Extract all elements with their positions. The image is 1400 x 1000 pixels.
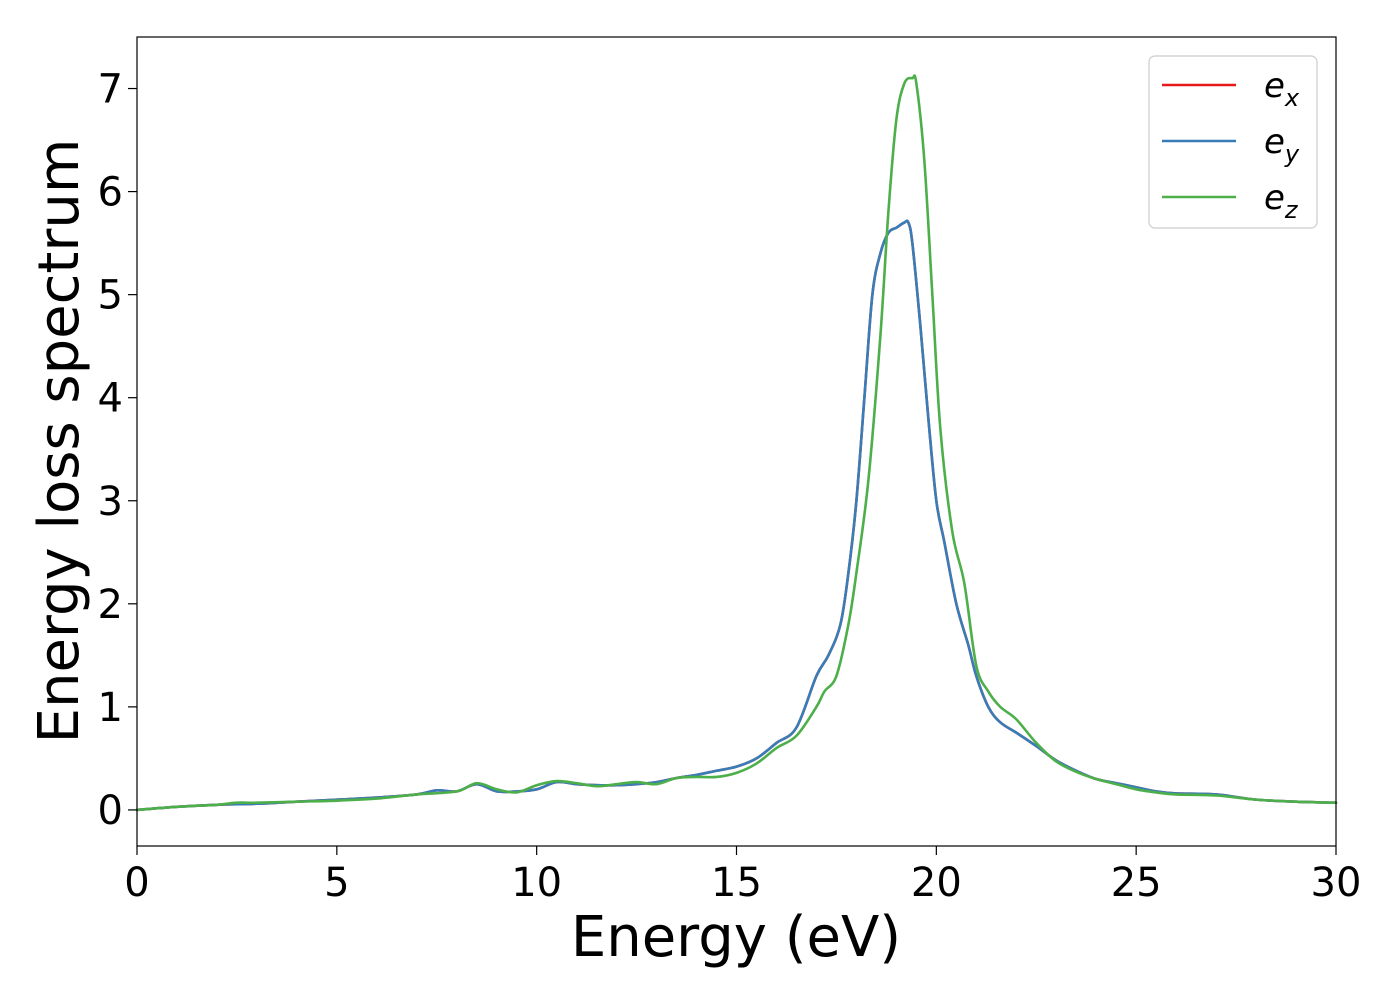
legend-label-e-y: ey [1264, 122, 1300, 168]
series-line-e-z [135, 74, 1338, 812]
x-tick-label: 20 [911, 860, 962, 906]
y-tick-label: 4 [98, 376, 123, 422]
y-tick-label: 5 [98, 273, 123, 319]
y-tick-label: 2 [98, 582, 123, 628]
legend-label-main: e [1264, 178, 1285, 218]
plot-background [137, 37, 1336, 846]
x-tick-label: 5 [324, 860, 349, 906]
x-tick-label: 30 [1311, 860, 1362, 906]
y-tick-label: 3 [98, 479, 123, 525]
y-tick-label: 0 [98, 788, 123, 834]
legend-label-subscript: y [1284, 140, 1300, 168]
y-tick-label: 1 [98, 685, 123, 731]
x-tick-label: 15 [711, 860, 762, 906]
x-tick-label: 25 [1111, 860, 1162, 906]
legend-label-main: e [1264, 122, 1285, 162]
y-axis-ticks: 0 1 2 3 4 5 6 7 [98, 67, 137, 834]
legend-label-e-x: ex [1264, 66, 1300, 112]
x-tick-label: 0 [124, 860, 149, 906]
legend-label-main: e [1264, 66, 1285, 106]
legend-label-subscript: x [1284, 84, 1300, 112]
y-tick-label: 6 [98, 170, 123, 216]
legend-label-e-z: ez [1264, 178, 1299, 224]
legend-label-subscript: z [1284, 196, 1299, 224]
y-axis-label: Energy loss spectrum [27, 139, 92, 744]
x-axis-label: Energy (eV) [571, 905, 901, 970]
x-tick-label: 10 [511, 860, 562, 906]
series-lines [135, 74, 1338, 812]
x-axis-ticks: 0 5 10 15 20 25 30 [124, 846, 1361, 906]
y-tick-label: 7 [98, 67, 123, 113]
